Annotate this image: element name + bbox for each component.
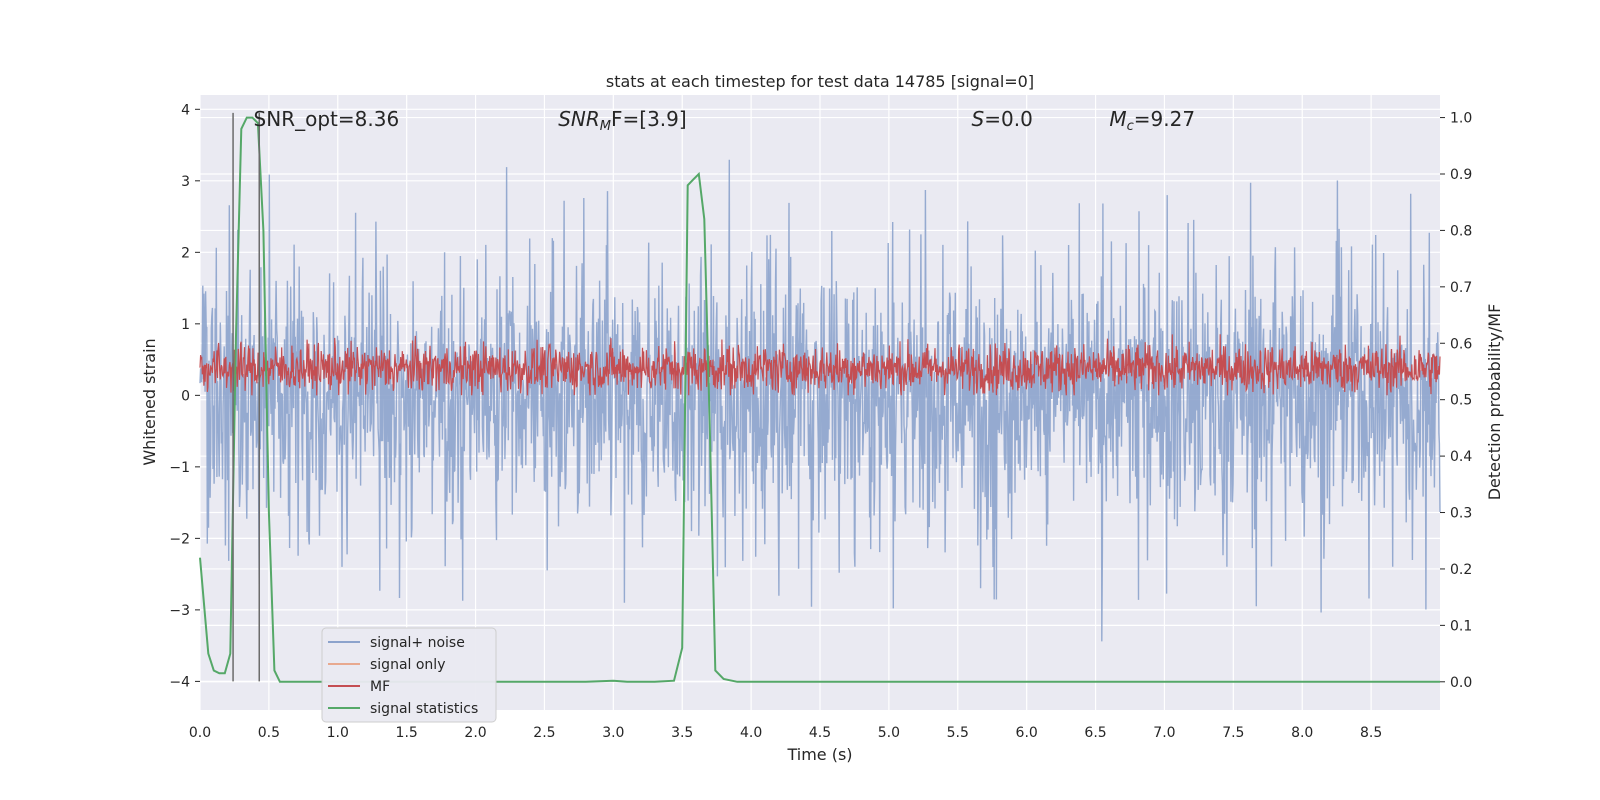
x-tick-label: 7.0 bbox=[1153, 725, 1175, 741]
y-right-tick-label: 0.3 bbox=[1450, 506, 1472, 522]
y-left-tick-label: −4 bbox=[169, 674, 190, 690]
annotation-text: SNR_opt=8.36 bbox=[254, 107, 400, 131]
y-left-tick-label: 4 bbox=[181, 102, 190, 118]
x-tick-label: 8.5 bbox=[1360, 725, 1382, 741]
annotation-text: S=0.0 bbox=[972, 107, 1033, 131]
y-left-axis-label: Whitened strain bbox=[140, 338, 159, 465]
x-tick-label: 0.0 bbox=[189, 725, 211, 741]
series-layer bbox=[199, 116, 1441, 683]
y-left-tick-label: −2 bbox=[169, 531, 190, 547]
x-tick-label: 2.0 bbox=[464, 725, 486, 741]
annotation-text: Mc=9.27 bbox=[1109, 107, 1195, 134]
chart-title: stats at each timestep for test data 147… bbox=[606, 72, 1034, 91]
y-left-axis-ticks: −4 −3 −2 −1 0 1 2 3 4 bbox=[169, 102, 200, 690]
y-right-tick-label: 0.1 bbox=[1450, 618, 1472, 634]
y-right-tick-label: 0.6 bbox=[1450, 336, 1472, 352]
annotation-text: SNRMF=[3.9] bbox=[558, 107, 686, 134]
vertical-lines bbox=[232, 112, 260, 682]
x-tick-label: 2.5 bbox=[533, 725, 555, 741]
x-tick-label: 7.5 bbox=[1222, 725, 1244, 741]
legend: signal+ noise signal only MF signal statist… bbox=[321, 627, 497, 723]
x-tick-label: 1.5 bbox=[396, 725, 418, 741]
x-axis-ticks: 0.0 0.5 1.0 1.5 2.0 2.5 3.0 3.5 4.0 4.5 5.0 5.5 6.0 6… bbox=[189, 725, 1382, 741]
x-tick-label: 8.0 bbox=[1291, 725, 1313, 741]
x-tick-label: 6.5 bbox=[1084, 725, 1106, 741]
y-right-axis-ticks: 0.0 0.1 0.2 0.3 0.4 0.5 0.6 0.7 0.8 0.9 1.0 bbox=[1440, 111, 1472, 691]
y-left-tick-label: 3 bbox=[181, 174, 190, 190]
legend-label: signal only bbox=[370, 657, 445, 673]
y-right-tick-label: 0.4 bbox=[1450, 449, 1472, 465]
y-right-tick-label: 0.2 bbox=[1450, 562, 1472, 578]
y-left-tick-label: 2 bbox=[181, 245, 190, 261]
y-right-tick-label: 0.0 bbox=[1450, 675, 1472, 691]
x-tick-label: 1.0 bbox=[327, 725, 349, 741]
legend-box bbox=[321, 627, 497, 723]
x-axis-label: Time (s) bbox=[786, 745, 852, 764]
y-left-tick-label: −1 bbox=[169, 460, 190, 476]
y-right-tick-label: 0.5 bbox=[1450, 393, 1472, 409]
legend-label: signal statistics bbox=[370, 701, 478, 717]
y-right-tick-label: 1.0 bbox=[1450, 111, 1472, 127]
x-tick-label: 5.5 bbox=[947, 725, 969, 741]
y-left-tick-label: 1 bbox=[181, 317, 190, 333]
y-left-tick-label: −3 bbox=[169, 603, 190, 619]
y-right-axis-label: Detection probability/MF bbox=[1485, 304, 1504, 501]
x-tick-label: 4.5 bbox=[809, 725, 831, 741]
x-tick-label: 3.0 bbox=[602, 725, 624, 741]
x-tick-label: 0.5 bbox=[258, 725, 280, 741]
x-tick-label: 3.5 bbox=[671, 725, 693, 741]
x-tick-label: 6.0 bbox=[1016, 725, 1038, 741]
y-right-tick-label: 0.9 bbox=[1450, 167, 1472, 183]
signal-statistics-series bbox=[199, 116, 1440, 683]
mf-series bbox=[199, 334, 1441, 396]
y-right-tick-label: 0.8 bbox=[1450, 223, 1472, 239]
legend-label: MF bbox=[370, 679, 390, 695]
x-tick-label: 5.0 bbox=[878, 725, 900, 741]
y-left-tick-label: 0 bbox=[181, 388, 190, 404]
legend-label: signal+ noise bbox=[370, 635, 465, 651]
x-tick-label: 4.0 bbox=[740, 725, 762, 741]
y-right-tick-label: 0.7 bbox=[1450, 280, 1472, 296]
annotations: SNR_opt=8.36 SNRMF=[3.9] S=0.0 Mc=9.27 bbox=[254, 107, 1195, 134]
